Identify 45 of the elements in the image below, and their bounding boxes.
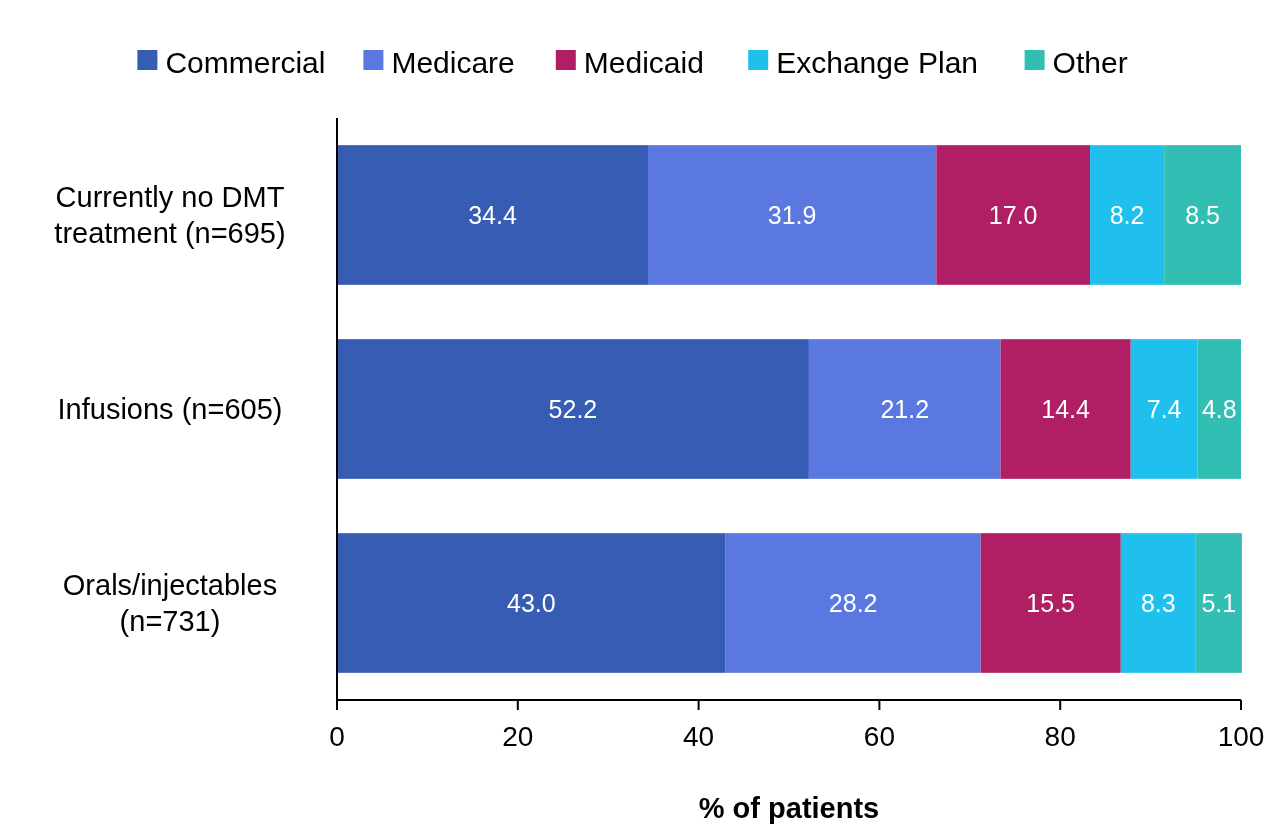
legend-label: Commercial	[165, 45, 326, 79]
legend-label: Medicare	[391, 45, 515, 79]
bar	[337, 533, 726, 673]
x-tick-label: 40	[683, 721, 715, 752]
data-label: 34.4	[468, 200, 517, 229]
data-label: 4.8	[1201, 394, 1237, 423]
bar	[1164, 145, 1241, 285]
data-label: 8.2	[1109, 200, 1145, 229]
legend-label: Exchange Plan	[776, 45, 979, 79]
bar	[980, 533, 1121, 673]
bar	[1000, 339, 1131, 479]
data-label: 15.5	[1026, 588, 1076, 617]
x-tick-label: 100	[1217, 721, 1265, 752]
bar	[1090, 145, 1165, 285]
data-label: 31.9	[767, 200, 817, 229]
data-label: 8.3	[1140, 588, 1176, 617]
bar	[1120, 533, 1196, 673]
data-label: 52.2	[548, 394, 598, 423]
x-tick-label: 60	[863, 721, 895, 752]
data-label: 17.0	[988, 200, 1038, 229]
x-tick-label: 20	[502, 721, 534, 752]
data-label: 21.2	[880, 394, 930, 423]
bar	[1197, 339, 1241, 479]
data-label: 43.0	[507, 588, 556, 617]
x-tick-label: 80	[1044, 721, 1076, 752]
bar	[808, 339, 1001, 479]
data-label: 5.1	[1201, 588, 1237, 617]
bar	[647, 145, 937, 285]
x-tick-label: 0	[329, 721, 345, 752]
data-label: 8.5	[1185, 200, 1220, 229]
data-label: 7.4	[1146, 394, 1182, 423]
legend-label: Medicaid	[583, 45, 704, 79]
data-label: 14.4	[1041, 394, 1091, 423]
y-tick-label: Infusions (n=605)	[57, 393, 283, 426]
bar	[337, 339, 809, 479]
bar	[1130, 339, 1198, 479]
y-tick-label: Currently no DMT treatment (n=695)	[54, 181, 286, 250]
bar	[936, 145, 1091, 285]
legend-label: Other	[1052, 45, 1128, 79]
data-label: 28.2	[828, 588, 878, 617]
bar	[337, 145, 648, 285]
bar	[725, 533, 981, 673]
x-axis-title: % of patients	[698, 792, 880, 824]
bar	[1195, 533, 1242, 673]
y-tick-label: Orals/injectables (n=731)	[62, 569, 278, 638]
